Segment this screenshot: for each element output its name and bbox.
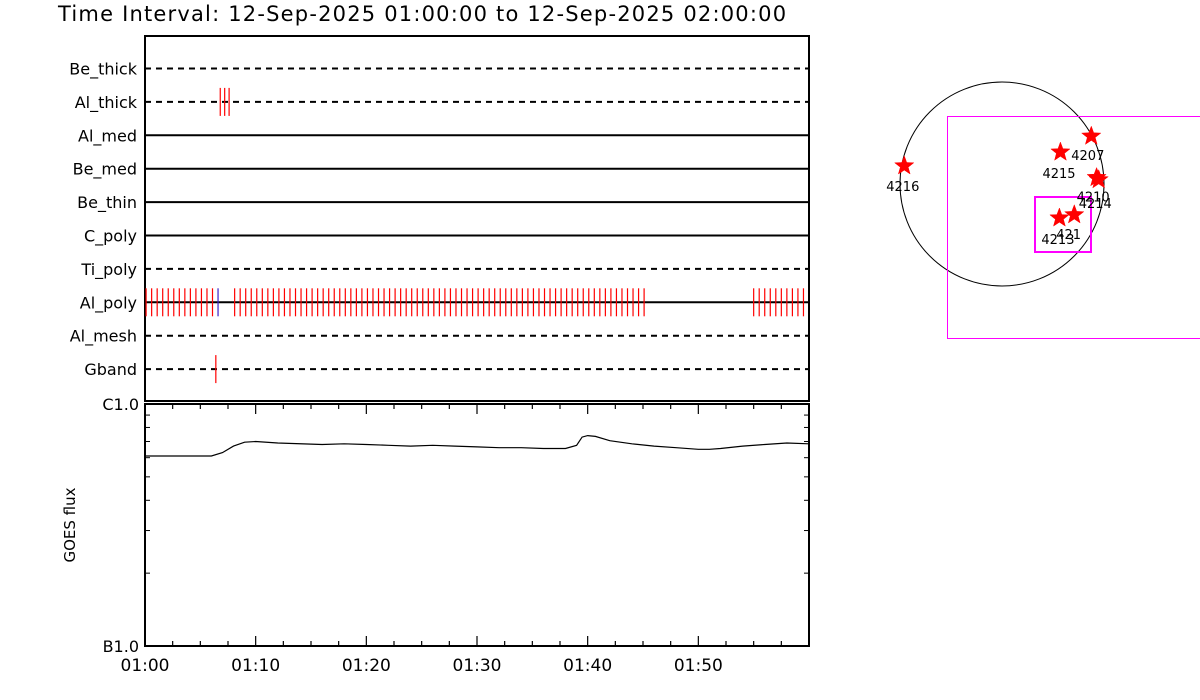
- active-region-label: 4210: [1077, 191, 1110, 206]
- lane-panel: Be_thick Al_thick Al_med Be_med Be_thin C_pol…: [69, 35, 810, 402]
- active-region-star: [1088, 169, 1109, 189]
- y-tick-label: B1.0: [103, 637, 139, 656]
- x-tick-label: 01:50: [674, 656, 723, 676]
- x-tick-label: 01:10: [231, 656, 280, 676]
- active-region-label: 4214: [1079, 197, 1112, 212]
- x-tick-label: 01:00: [121, 656, 170, 676]
- x-tick-label: 01:20: [342, 656, 391, 676]
- lane-label: Be_thin: [77, 193, 137, 213]
- lane-label: Gband: [84, 360, 137, 379]
- active-region-star: [1064, 204, 1085, 224]
- lane-label: Al_poly: [80, 293, 137, 313]
- active-region-label: 4213: [1041, 233, 1074, 248]
- fov-box-inner: [1034, 196, 1092, 253]
- lane-label: Be_med: [73, 160, 137, 180]
- page-title: Time Interval: 12-Sep-2025 01:00:00 to 1…: [58, 2, 788, 26]
- solar-limb: [899, 81, 1105, 287]
- y-axis-label: GOES flux: [61, 487, 79, 562]
- fov-box-outer: [947, 116, 1200, 339]
- x-tick-label: 01:30: [453, 656, 502, 676]
- goes-flux-line: [145, 434, 810, 457]
- active-region-label: 4216: [886, 180, 919, 195]
- goes-panel: C1.0 B1.0 GOES flux 01:00 01:10 01:20 01:30 01:…: [61, 395, 810, 676]
- lane-label: Al_med: [78, 126, 137, 146]
- lane-label: Al_thick: [75, 93, 138, 113]
- lane-label: Ti_poly: [80, 260, 137, 280]
- lane-label: Al_mesh: [70, 327, 137, 347]
- goes-panel-frame: [144, 403, 810, 647]
- active-region-label: 4215: [1042, 167, 1075, 182]
- lane-label: C_poly: [84, 227, 137, 247]
- active-region-star: [1050, 141, 1071, 161]
- active-region-label: 421: [1056, 228, 1081, 243]
- x-tick-label: 01:40: [563, 656, 612, 676]
- lane-label: Be_thick: [69, 60, 137, 80]
- y-tick-label: C1.0: [102, 395, 139, 414]
- active-region-star: [1049, 207, 1070, 227]
- lane-panel-frame: [144, 35, 810, 402]
- active-region-star: [1081, 125, 1102, 145]
- active-region-star: [894, 155, 915, 175]
- active-region-label: 4207: [1071, 149, 1104, 164]
